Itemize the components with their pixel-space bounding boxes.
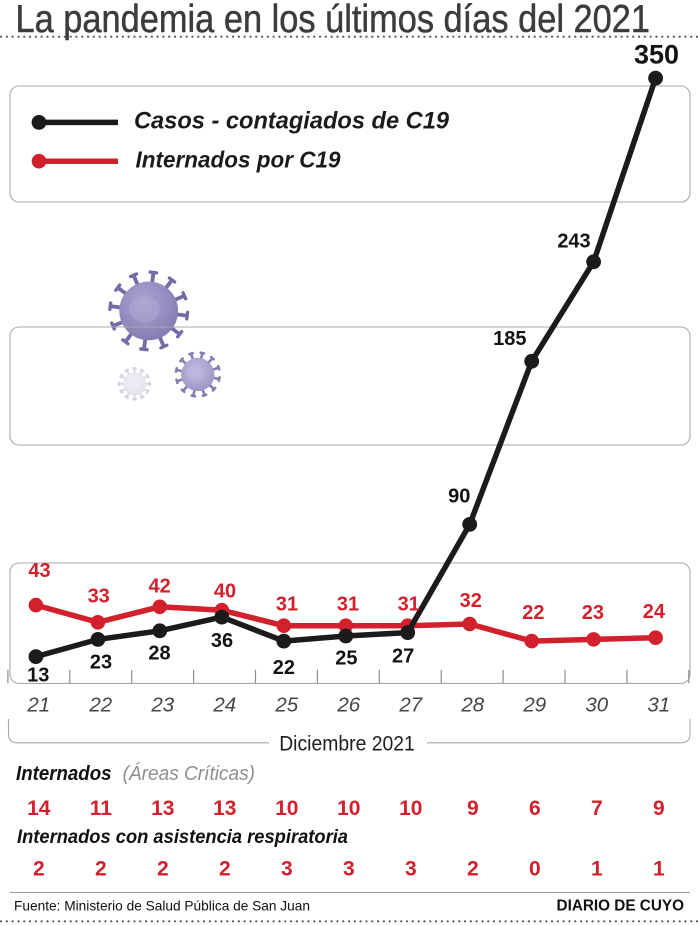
svg-text:33: 33 [88,586,110,608]
svg-text:2: 2 [95,858,107,881]
svg-text:24: 24 [212,694,236,717]
svg-text:9: 9 [467,797,479,820]
svg-text:DIARIO DE CUYO: DIARIO DE CUYO [557,898,685,915]
svg-text:2: 2 [467,858,479,881]
svg-text:13: 13 [151,797,174,820]
svg-text:22: 22 [88,694,112,717]
svg-text:21: 21 [26,694,50,717]
svg-text:90: 90 [448,486,470,508]
svg-text:42: 42 [148,576,170,598]
svg-text:3: 3 [405,858,417,881]
svg-text:22: 22 [522,602,544,624]
svg-text:25: 25 [335,648,357,670]
svg-text:185: 185 [493,328,526,350]
svg-text:10: 10 [399,797,422,820]
svg-text:10: 10 [275,797,298,820]
svg-text:30: 30 [585,694,608,717]
svg-text:25: 25 [274,694,298,717]
svg-text:31: 31 [276,594,298,616]
svg-text:32: 32 [460,590,482,612]
svg-text:Fuente: Ministerio de Salud Pú: Fuente: Ministerio de Salud Pública de S… [14,898,310,914]
svg-text:31: 31 [647,694,670,717]
svg-text:9: 9 [653,797,665,820]
svg-text:24: 24 [643,601,666,623]
svg-text:40: 40 [214,581,236,603]
svg-text:31: 31 [398,594,420,616]
svg-text:(Áreas Críticas): (Áreas Críticas) [123,762,255,785]
svg-text:27: 27 [398,694,423,717]
svg-text:2: 2 [157,858,169,881]
svg-text:22: 22 [273,657,295,679]
svg-text:23: 23 [582,602,604,624]
svg-text:28: 28 [460,694,484,717]
svg-text:11: 11 [90,797,113,820]
svg-text:Internados con asistencia resp: Internados con asistencia respiratoria [17,826,348,848]
svg-text:31: 31 [337,594,359,616]
svg-text:Casos - contagiados de C19: Casos - contagiados de C19 [134,108,450,135]
svg-text:13: 13 [27,665,49,687]
svg-text:La pandemia en los últimos día: La pandemia en los últimos días del 2021 [16,0,651,41]
svg-text:28: 28 [148,643,170,665]
svg-text:2: 2 [33,858,45,881]
svg-text:Diciembre 2021: Diciembre 2021 [279,731,415,755]
svg-text:29: 29 [522,694,546,717]
svg-text:Internados: Internados [16,763,112,785]
svg-text:350: 350 [634,40,679,70]
svg-text:36: 36 [211,630,233,652]
svg-text:3: 3 [343,858,355,881]
svg-text:26: 26 [336,694,360,717]
svg-text:27: 27 [392,646,414,668]
svg-text:23: 23 [150,694,174,717]
svg-text:14: 14 [27,797,51,820]
svg-text:3: 3 [281,858,293,881]
svg-text:10: 10 [337,797,360,820]
svg-text:0: 0 [529,858,541,881]
svg-text:1: 1 [591,858,603,881]
svg-text:2: 2 [219,858,231,881]
svg-text:13: 13 [213,797,236,820]
svg-text:43: 43 [28,560,50,582]
svg-text:23: 23 [90,651,112,673]
svg-text:7: 7 [591,797,603,820]
svg-text:Internados por C19: Internados por C19 [136,147,341,173]
svg-text:1: 1 [653,858,665,881]
svg-text:6: 6 [529,797,541,820]
svg-text:243: 243 [557,231,590,253]
